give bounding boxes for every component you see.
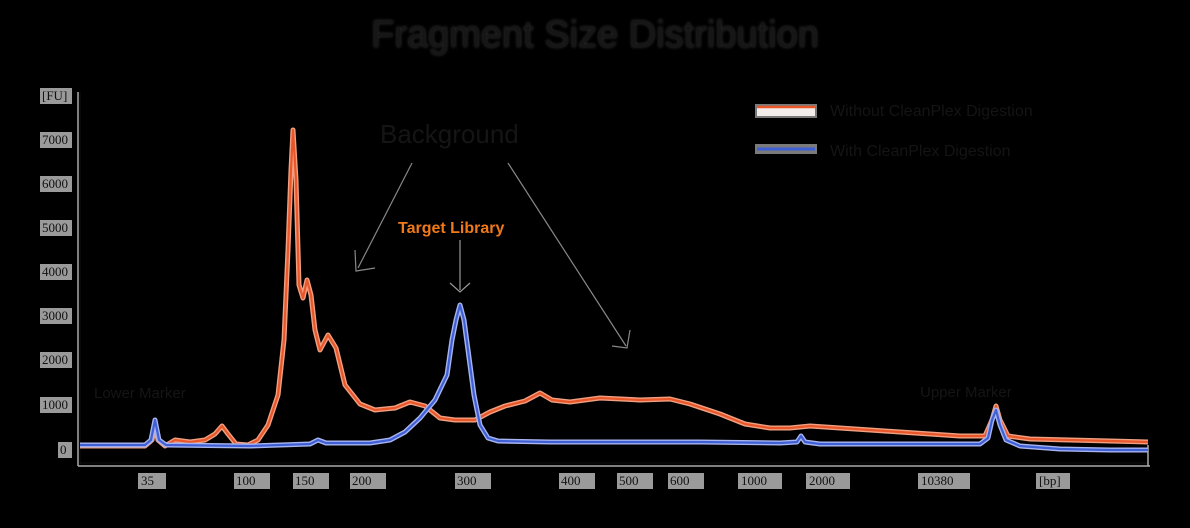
target-library-annotation: Target Library	[398, 220, 505, 237]
y-tick-6000: 6000	[42, 176, 68, 191]
legend: Without CleanPlex Digestion With CleanPl…	[755, 103, 1033, 160]
x-tick-300: 300	[457, 473, 477, 488]
y-tick-2000: 2000	[42, 352, 68, 367]
y-tick-5000: 5000	[42, 220, 68, 235]
upper-marker-label: Upper Marker	[920, 384, 1012, 401]
background-annotation: Background	[380, 119, 519, 149]
background-arrow-left	[354, 162, 413, 272]
legend-swatch-fill-without	[757, 106, 815, 116]
x-tick-150: 150	[295, 473, 315, 488]
x-tick-10380: 10380	[921, 473, 954, 488]
y-tick-4000: 4000	[42, 264, 68, 279]
x-tick-200: 200	[352, 473, 372, 488]
y-tick-3000: 3000	[42, 308, 68, 323]
axes	[77, 92, 1150, 467]
x-axis-labels: 35 100 150 200 300 400 500 600 1000 2000…	[138, 473, 1070, 489]
x-tick-600: 600	[670, 473, 690, 488]
target-library-arrow	[449, 240, 471, 293]
trace-with-cleanplex	[80, 303, 1148, 452]
x-unit-label: [bp]	[1039, 473, 1061, 488]
y-tick-1000: 1000	[42, 397, 68, 412]
x-tick-100: 100	[236, 473, 256, 488]
y-unit-label: [FU]	[42, 88, 67, 103]
lower-marker-label: Lower Marker	[94, 385, 186, 402]
trace-without-cleanplex-line	[80, 128, 1149, 448]
legend-label-without: Without CleanPlex Digestion	[830, 103, 1033, 120]
legend-label-with: With CleanPlex Digestion	[830, 143, 1011, 160]
x-tick-2000: 2000	[809, 473, 835, 488]
x-tick-35: 35	[141, 473, 154, 488]
y-axis-labels: [FU] 7000 6000 5000 4000 3000 2000 1000 …	[40, 88, 72, 458]
y-tick-0: 0	[60, 442, 67, 457]
background-arrow-right	[507, 162, 631, 349]
x-tick-400: 400	[561, 473, 581, 488]
x-tick-1000: 1000	[741, 473, 767, 488]
x-tick-500: 500	[619, 473, 639, 488]
chart-title: Fragment Size Distribution	[371, 14, 819, 56]
y-tick-7000: 7000	[42, 132, 68, 147]
